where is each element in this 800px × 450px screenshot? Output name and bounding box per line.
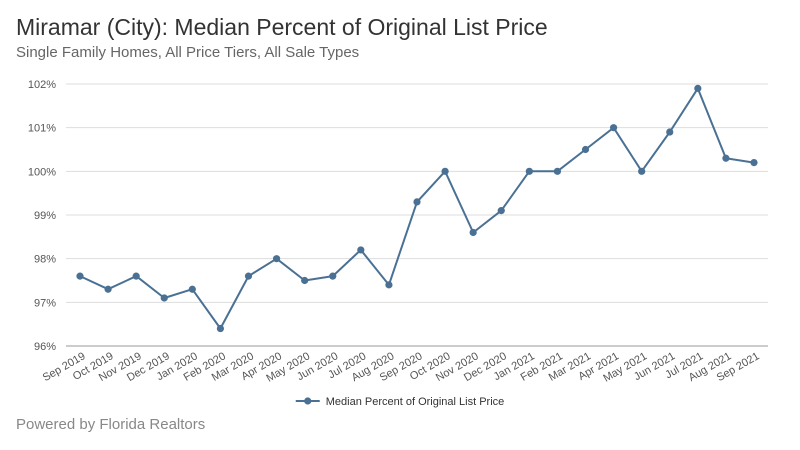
y-tick-label: 102% (28, 79, 56, 91)
data-point (76, 272, 84, 280)
gridlines (66, 83, 768, 347)
data-point (581, 145, 590, 154)
data-point (638, 167, 646, 175)
data-point (525, 167, 533, 175)
legend: Median Percent of Original List Price (295, 396, 505, 408)
data-point (441, 167, 449, 175)
data-point (609, 124, 618, 132)
data-point (750, 159, 758, 167)
data-point (188, 285, 196, 293)
data-point (722, 154, 730, 162)
y-axis-ticks: 96% 97% 98% 99% 100% 101% 102% (28, 79, 56, 353)
legend-label: Median Percent of Original List Price (326, 396, 505, 408)
data-point (244, 272, 253, 280)
y-tick-label: 97% (34, 297, 56, 309)
data-point (385, 281, 393, 289)
legend-point-marker (304, 397, 312, 405)
data-point (469, 228, 477, 237)
data-point (357, 246, 365, 254)
y-tick-label: 101% (28, 123, 56, 135)
data-point (329, 272, 337, 280)
y-tick-label: 98% (34, 254, 56, 266)
y-tick-label: 100% (28, 166, 56, 178)
data-point (666, 128, 674, 136)
data-point (301, 276, 309, 285)
series-line (79, 87, 755, 330)
data-point (104, 285, 112, 293)
data-point (272, 255, 281, 263)
series-layer (76, 84, 758, 333)
data-point (694, 84, 702, 92)
y-tick-label: 99% (34, 210, 56, 222)
chart-title: Miramar (City): Median Percent of Origin… (16, 14, 548, 40)
data-point (216, 324, 225, 333)
footer-credit: Powered by Florida Realtors (16, 416, 206, 433)
data-point (132, 272, 140, 280)
data-point (160, 294, 168, 302)
y-tick-label: 96% (34, 341, 56, 353)
chart-subtitle: Single Family Homes, All Price Tiers, Al… (16, 44, 360, 61)
data-point (413, 198, 421, 206)
data-point (553, 167, 562, 175)
data-point (497, 207, 505, 215)
